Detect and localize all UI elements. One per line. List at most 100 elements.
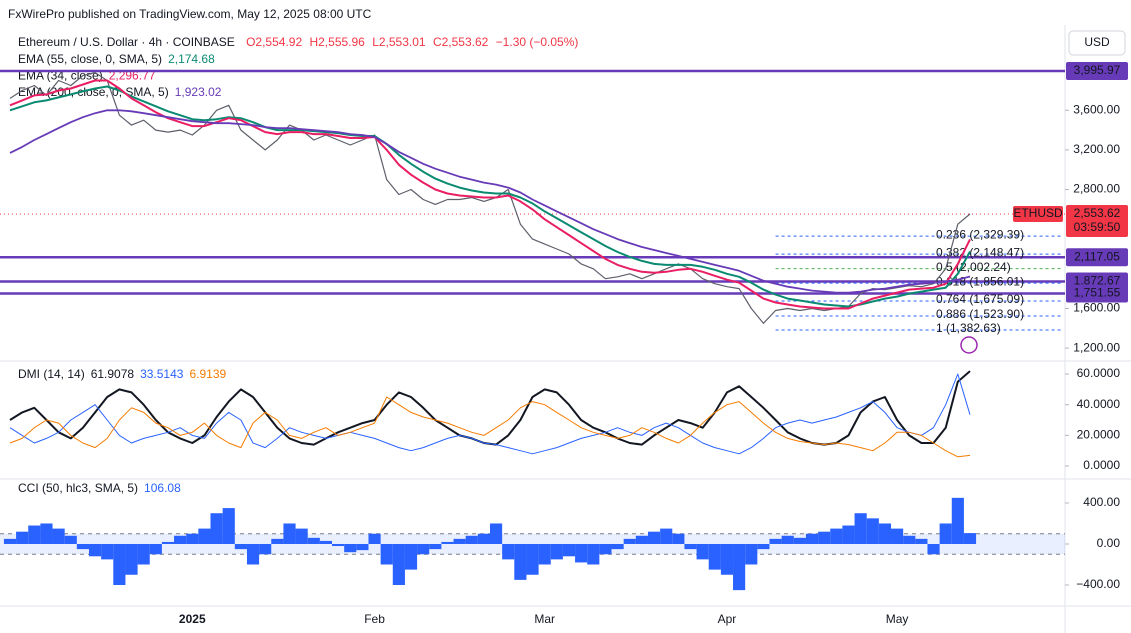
cci-bar [295, 528, 308, 544]
cci-bar [538, 543, 551, 565]
ohlc-open: O2,554.92 [246, 35, 302, 49]
cci-bar [647, 531, 661, 544]
publish-header: FxWirePro published on TradingView.com, … [8, 7, 372, 21]
event-icon[interactable] [960, 336, 978, 354]
y-tick-label: 60.0000 [1077, 366, 1121, 380]
cci-bar [52, 528, 65, 544]
ohlc-low: L2,553.01 [372, 35, 426, 49]
cci-bar [915, 538, 928, 544]
cci-bar [101, 543, 114, 560]
symbol-title: Ethereum / U.S. Dollar · 4h · COINBASE [18, 35, 235, 49]
cci-bar [696, 543, 709, 560]
level-label: 1,751.55 [1074, 286, 1121, 300]
dmi-legend: DMI (14, 14) 61.9078 33.5143 6.9139 [18, 367, 226, 381]
cci-bar [259, 543, 272, 555]
symbol-pill [1013, 205, 1063, 222]
level-label: 1,872.67 [1074, 274, 1121, 288]
cci-bar [210, 513, 223, 544]
cci-bar [417, 543, 430, 555]
cci-bar [781, 535, 794, 544]
ema-line [9, 85, 971, 308]
cci-bar [137, 543, 150, 565]
level-pill [1066, 62, 1128, 81]
dmi-value: 6.9139 [189, 367, 226, 381]
cci-bar [392, 543, 405, 586]
cci-bar [769, 538, 782, 544]
dmi-title: DMI (14, 14) [18, 367, 85, 381]
legend: Ethereum / U.S. Dollar · 4h · COINBASE O… [18, 35, 578, 99]
cci-bar [453, 538, 466, 544]
dmi-line [9, 396, 971, 458]
ohlc-change: −1.30 (−0.05%) [496, 35, 579, 49]
cci-bar [635, 535, 648, 544]
countdown: 03:59:50 [1074, 220, 1121, 234]
x-tick-label: 2025 [179, 612, 206, 626]
cci-bar [88, 543, 102, 557]
cci-bar [550, 543, 563, 560]
x-tick-label: Apr [718, 612, 737, 626]
cci-bar [380, 543, 393, 565]
cci-bar [283, 523, 296, 544]
cci-bar [830, 528, 843, 544]
indicator-value: 1,923.02 [175, 85, 222, 99]
cci-bar [16, 531, 29, 544]
x-tick-label: Feb [364, 612, 385, 626]
cci-bar [3, 538, 17, 544]
ema-line [9, 79, 971, 310]
indicator-name: EMA (55, close, 0, SMA, 5) [18, 52, 162, 66]
dmi-value: 61.9078 [91, 367, 135, 381]
indicator-value: 2,174.68 [168, 52, 215, 66]
cci-bar [660, 528, 673, 544]
cci-bar [963, 533, 977, 544]
cci-bar [514, 543, 527, 580]
cci-bar [587, 543, 600, 565]
cci-bar [125, 543, 138, 575]
fib-label: 1 (1,382.63) [936, 321, 1001, 335]
cci-bar [891, 528, 904, 544]
cci-bar [599, 543, 612, 555]
cci-bar [562, 543, 576, 557]
y-tick-label: 20.0000 [1077, 428, 1121, 442]
currency[interactable]: USD [1084, 35, 1110, 49]
cci-bar [161, 541, 175, 544]
cci-bar [28, 525, 41, 544]
y-tick-label: 1,600.00 [1073, 301, 1120, 315]
y-tick-label: 3,600.00 [1073, 102, 1120, 116]
cci-bar [951, 497, 964, 544]
cci-bar [502, 543, 515, 560]
dmi-value: 33.5143 [140, 367, 184, 381]
symbol-legend: Ethereum / U.S. Dollar · 4h · COINBASE O… [18, 35, 578, 49]
cci-bar [307, 537, 320, 544]
cci-bar [575, 543, 588, 563]
x-tick-label: Mar [534, 612, 555, 626]
cci-bar [793, 537, 806, 544]
x-tick-label: May [886, 612, 909, 626]
cci-bar [611, 543, 624, 550]
cci-bar [526, 543, 539, 575]
fib-label: 0.236 (2,329.39) [936, 227, 1024, 241]
cci-bar [246, 543, 260, 565]
last-price-pill [1066, 204, 1128, 237]
cci-bar [40, 523, 53, 544]
cci-bar [878, 523, 892, 544]
indicator-legend: EMA (55, close, 0, SMA, 5) 2,174.68 [18, 52, 215, 66]
currency-box[interactable] [1068, 30, 1126, 56]
cci-bar [903, 535, 916, 544]
y-tick-label: 0.00 [1097, 536, 1121, 550]
cci-bar [757, 543, 770, 550]
cci-bar [465, 535, 478, 544]
y-tick-label: −400.00 [1076, 577, 1120, 591]
level-label: 2,117.05 [1074, 249, 1120, 263]
cci-bar [708, 543, 721, 570]
level-pill [1066, 248, 1128, 267]
cci-bar [368, 533, 381, 544]
y-tick-label: 2,800.00 [1073, 182, 1120, 196]
y-tick-label: 1,200.00 [1073, 340, 1120, 354]
dmi-line [9, 373, 971, 455]
fib-label: 0.764 (1,675.09) [936, 292, 1024, 306]
cci-bar [149, 543, 162, 555]
y-tick-label: 400.00 [1083, 495, 1120, 509]
cci-bar [866, 518, 879, 544]
ohlc-close: C2,553.62 [433, 35, 489, 49]
